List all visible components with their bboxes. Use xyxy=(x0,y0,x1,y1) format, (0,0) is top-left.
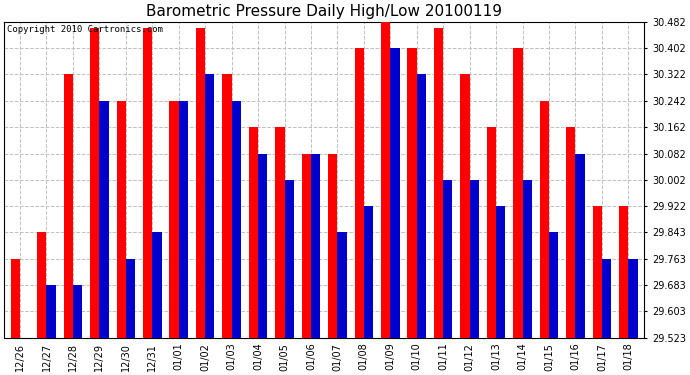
Bar xyxy=(629,259,638,338)
Bar xyxy=(143,28,152,338)
Bar xyxy=(619,206,629,338)
Bar xyxy=(408,48,417,338)
Bar xyxy=(249,127,258,338)
Bar xyxy=(443,180,453,338)
Bar xyxy=(37,232,46,338)
Bar xyxy=(381,22,391,338)
Bar xyxy=(355,48,364,338)
Bar xyxy=(258,154,267,338)
Bar xyxy=(99,101,108,338)
Bar xyxy=(302,154,311,338)
Bar xyxy=(275,127,284,338)
Bar xyxy=(575,154,584,338)
Bar xyxy=(205,75,215,338)
Bar xyxy=(90,28,99,338)
Title: Barometric Pressure Daily High/Low 20100119: Barometric Pressure Daily High/Low 20100… xyxy=(146,4,502,19)
Bar xyxy=(179,101,188,338)
Bar xyxy=(417,75,426,338)
Bar xyxy=(391,48,400,338)
Bar xyxy=(470,180,479,338)
Text: Copyright 2010 Cartronics.com: Copyright 2010 Cartronics.com xyxy=(8,25,164,34)
Bar xyxy=(513,48,522,338)
Bar xyxy=(328,154,337,338)
Bar xyxy=(11,259,20,338)
Bar xyxy=(549,232,558,338)
Bar xyxy=(487,127,496,338)
Bar xyxy=(170,101,179,338)
Bar xyxy=(232,101,241,338)
Bar xyxy=(522,180,532,338)
Bar xyxy=(152,232,161,338)
Bar xyxy=(222,75,232,338)
Bar xyxy=(602,259,611,338)
Bar xyxy=(126,259,135,338)
Bar xyxy=(364,206,373,338)
Bar xyxy=(117,101,126,338)
Bar xyxy=(460,75,470,338)
Bar xyxy=(434,28,443,338)
Bar xyxy=(46,285,56,338)
Bar xyxy=(196,28,205,338)
Bar xyxy=(496,206,505,338)
Bar xyxy=(73,285,82,338)
Bar xyxy=(311,154,320,338)
Bar xyxy=(540,101,549,338)
Bar xyxy=(284,180,294,338)
Bar xyxy=(337,232,346,338)
Bar xyxy=(566,127,575,338)
Bar xyxy=(63,75,73,338)
Bar xyxy=(593,206,602,338)
